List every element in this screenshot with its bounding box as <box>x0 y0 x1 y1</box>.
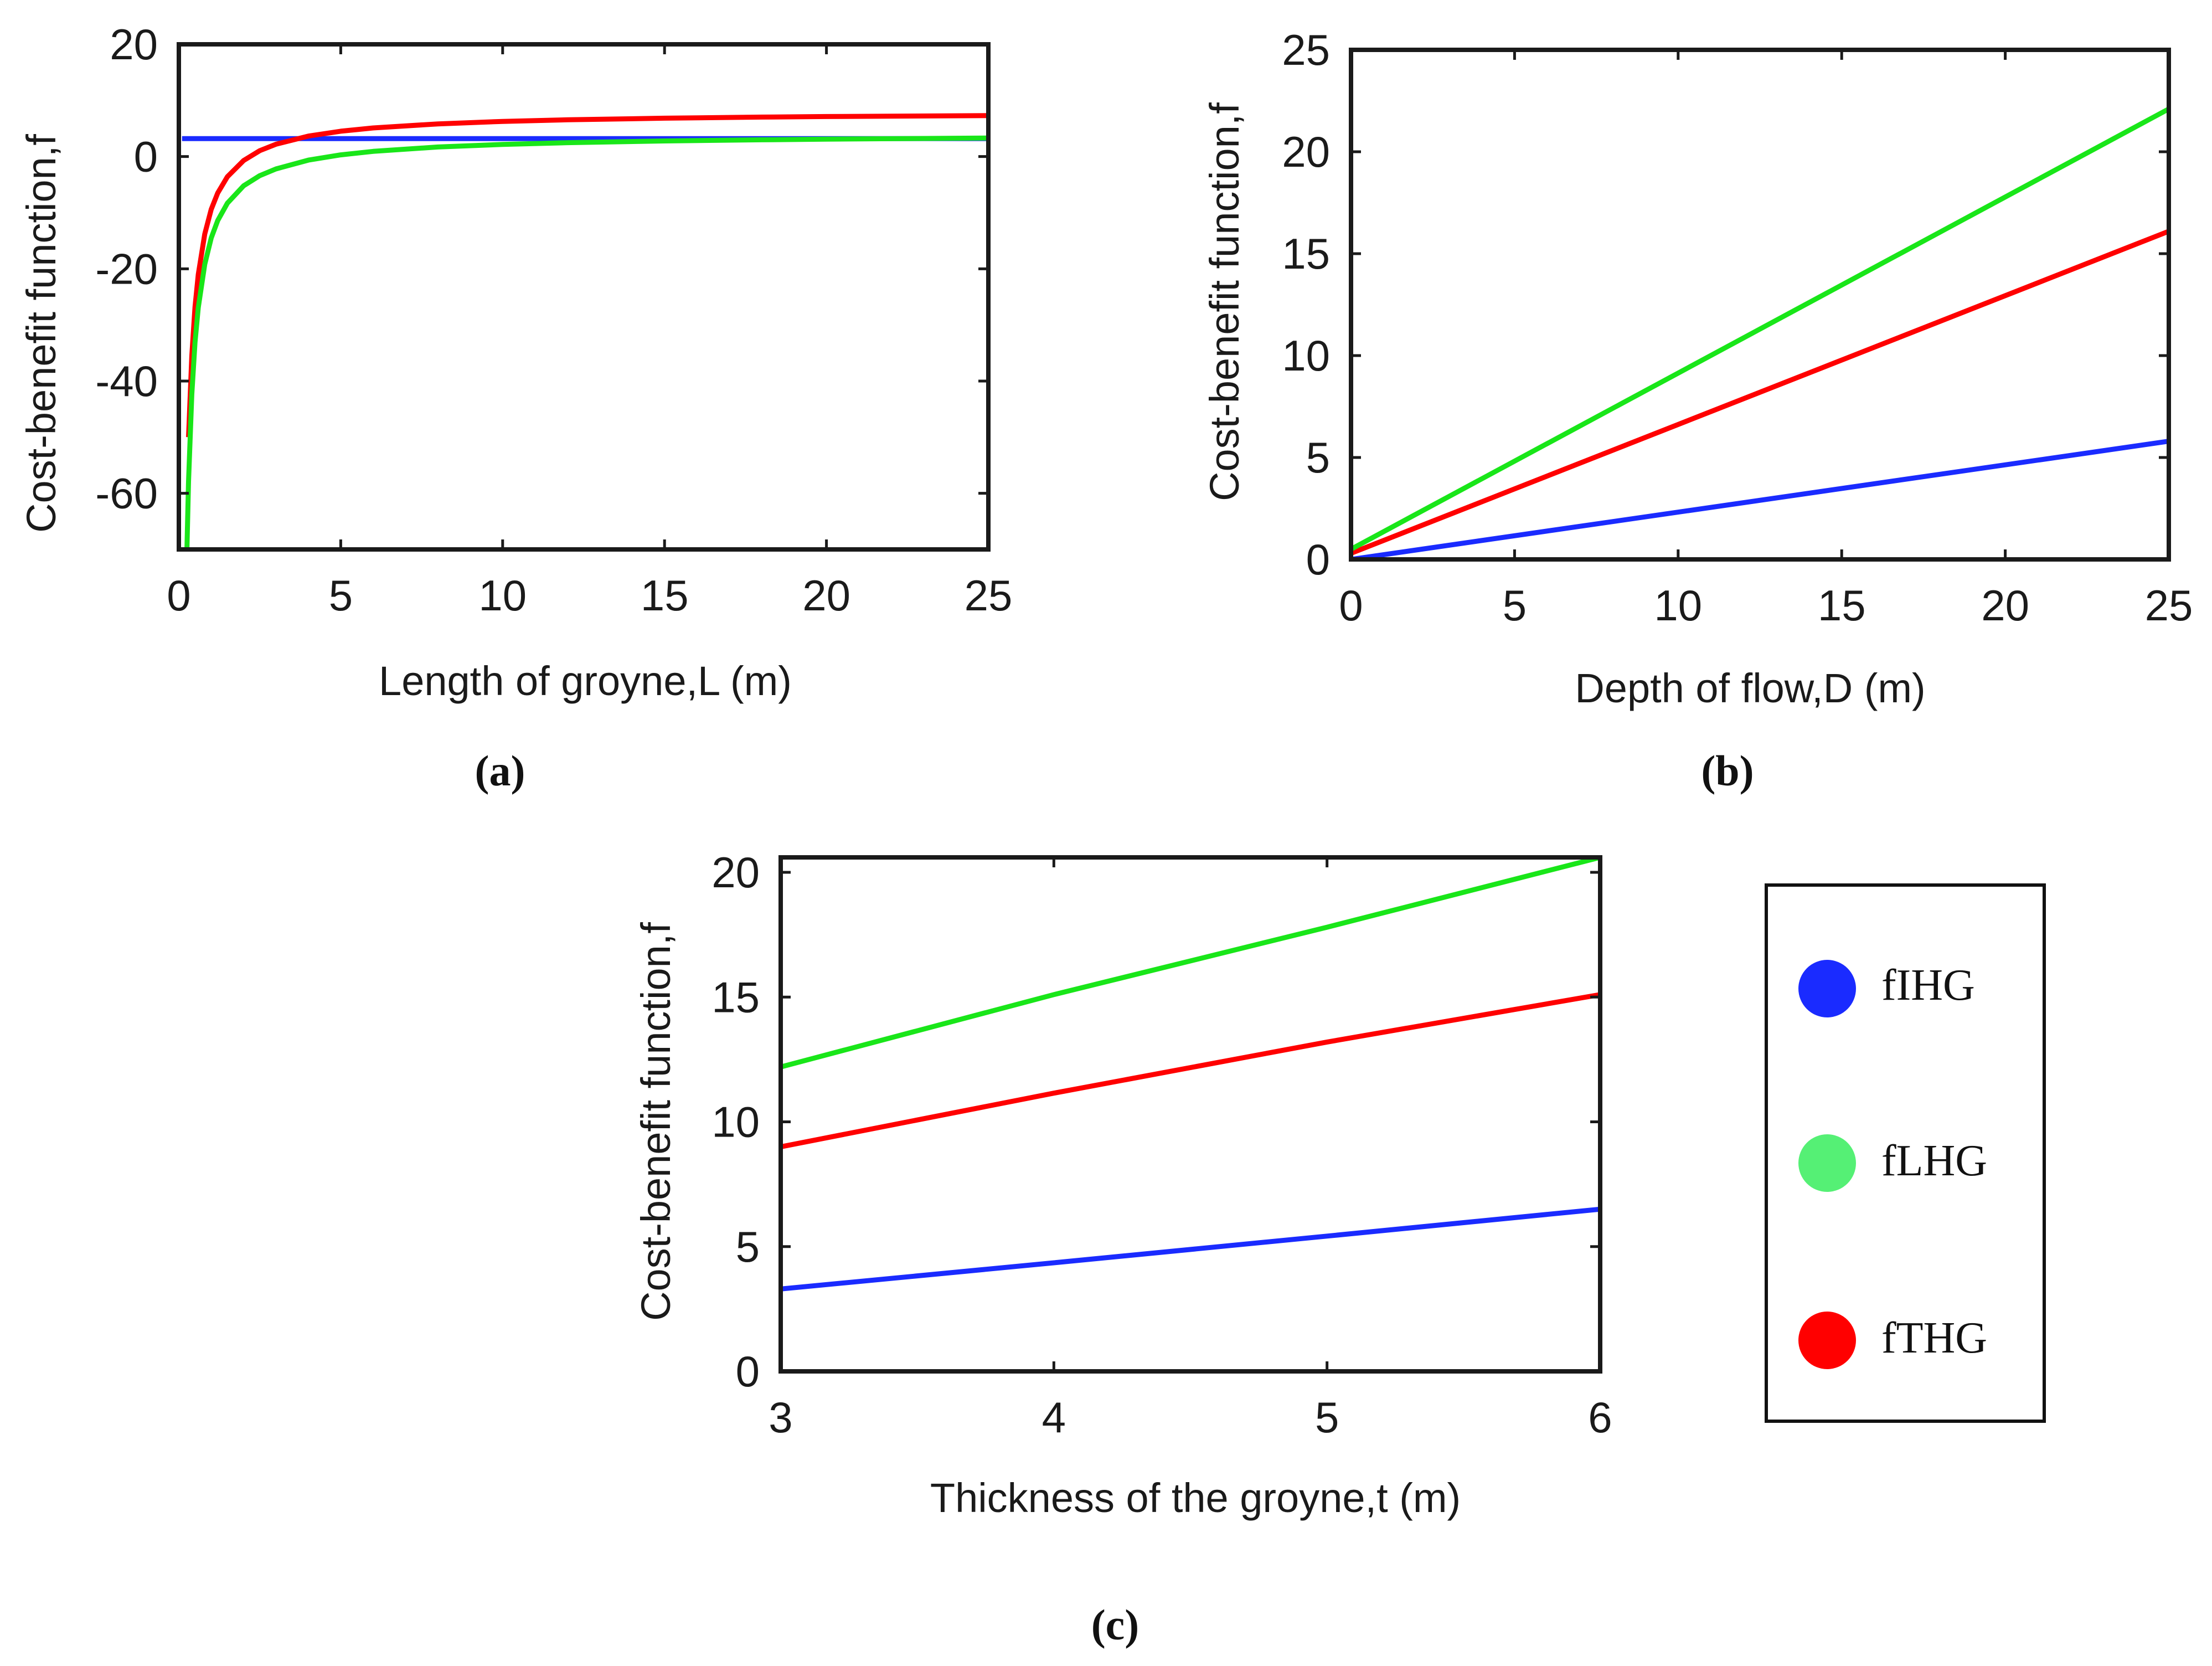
plot-frame-c <box>778 855 1602 1374</box>
x-tick-label-a: 25 <box>965 571 1013 620</box>
legend-label-fTHG: fTHG <box>1881 1314 1987 1362</box>
x-tick-label-b: 25 <box>2145 581 2193 630</box>
x-tick-label-a: 5 <box>329 571 353 620</box>
y-tick-label-a: -60 <box>95 469 158 518</box>
panel-a-caption: (a) <box>475 747 525 795</box>
x-tick-label-a: 15 <box>641 571 689 620</box>
y-tick-label-a: 20 <box>110 20 158 69</box>
series-line-a-fTHG <box>186 113 988 438</box>
panel-c-caption: (c) <box>1091 1601 1139 1649</box>
legend-swatch-fTHG <box>1798 1312 1856 1369</box>
x-tick-label-a: 0 <box>167 571 190 620</box>
series-line-c-fLHG <box>781 857 1600 1069</box>
panel-c-y-axis-title: Cost-benefit function,f <box>633 922 679 1321</box>
plot-frame-b <box>1349 48 2171 562</box>
legend-label-fLHG: fLHG <box>1881 1137 1987 1185</box>
y-tick-label-a: 0 <box>134 132 158 181</box>
panel-b-x-axis-title: Depth of flow,D (m) <box>1575 665 1925 711</box>
y-tick-label-c: 5 <box>736 1222 760 1271</box>
x-tick-label-b: 20 <box>1981 581 2029 630</box>
x-tick-label-b: 5 <box>1503 581 1527 630</box>
panel-b-y-axis-title: Cost-benefit function,f <box>1202 102 1247 501</box>
x-tick-label-c: 6 <box>1588 1393 1612 1442</box>
legend: fIHG fLHG fTHG <box>1765 883 2046 1423</box>
y-tick-label-b: 0 <box>1306 535 1330 584</box>
legend-swatch-fLHG <box>1798 1134 1856 1192</box>
plot-frame-a <box>177 42 991 552</box>
panel-a-x-axis-title: Length of groyne,L (m) <box>379 658 792 704</box>
plot-a: 0 5 10 15 20 25 -60 -40 -20 0 20 <box>95 20 1012 620</box>
panel-b-caption: (b) <box>1701 747 1754 795</box>
x-tick-label-c: 4 <box>1042 1393 1066 1442</box>
panel-a: (a) Length of groyne,L (m) Cost-benefit … <box>18 134 792 795</box>
x-tick-label-b: 0 <box>1339 581 1363 630</box>
x-tick-label-c: 3 <box>769 1393 792 1442</box>
plot-c: 3 4 5 6 0 5 10 15 20 <box>711 848 1612 1442</box>
panel-a-y-axis-title: Cost-benefit function,f <box>18 134 64 533</box>
panel-c-x-axis-title: Thickness of the groyne,t (m) <box>930 1475 1461 1521</box>
y-tick-label-a: -20 <box>95 244 158 293</box>
legend-label-fIHG: fIHG <box>1881 961 1975 1010</box>
series-line-c-fIHG <box>781 1206 1600 1292</box>
x-tick-label-b: 15 <box>1818 581 1866 630</box>
y-tick-label-b: 10 <box>1282 331 1330 380</box>
y-tick-label-c: 15 <box>711 973 760 1021</box>
y-tick-label-b: 5 <box>1306 433 1330 482</box>
series-line-b-fLHG <box>1351 106 2169 552</box>
y-tick-label-a: -40 <box>95 357 158 405</box>
y-tick-label-b: 15 <box>1282 229 1330 278</box>
series-line-b-fIHG <box>1351 439 2169 559</box>
plot-b: 0 5 10 15 20 25 0 5 10 15 20 25 <box>1282 25 2193 630</box>
x-tick-label-b: 10 <box>1654 581 1702 630</box>
series-line-c-fTHG <box>781 992 1600 1150</box>
x-tick-label-a: 10 <box>478 571 527 620</box>
y-tick-label-c: 20 <box>711 848 760 897</box>
legend-swatch-fIHG <box>1798 960 1856 1017</box>
y-tick-label-c: 0 <box>736 1347 760 1396</box>
y-tick-label-b: 25 <box>1282 25 1330 74</box>
x-tick-label-a: 20 <box>802 571 850 620</box>
series-line-b-fTHG <box>1351 229 2169 556</box>
panel-b: (b) Depth of flow,D (m) Cost-benefit fun… <box>1202 102 1926 795</box>
y-tick-label-c: 10 <box>711 1098 760 1146</box>
series-line-a-fLHG <box>184 135 988 549</box>
x-tick-label-c: 5 <box>1315 1393 1339 1442</box>
panel-c: (c) Thickness of the groyne,t (m) Cost-b… <box>633 922 1461 1649</box>
y-tick-label-b: 20 <box>1282 127 1330 176</box>
